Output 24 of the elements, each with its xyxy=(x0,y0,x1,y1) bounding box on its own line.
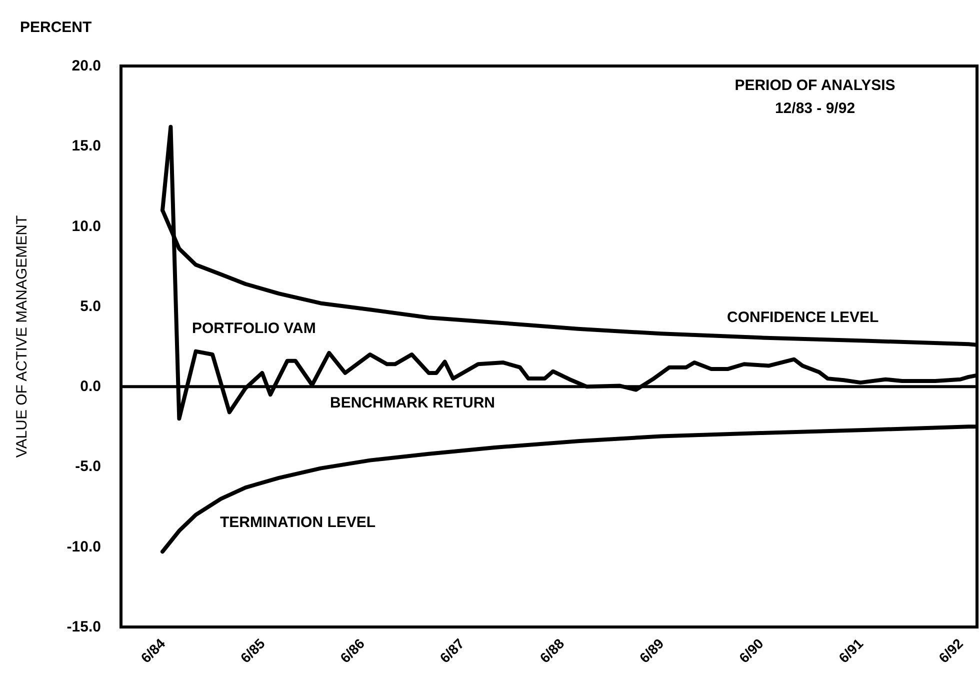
ref-line-label: BENCHMARK RETURN xyxy=(330,394,495,412)
x-tick-label: 6/90 xyxy=(736,635,767,666)
x-tick-label: 6/89 xyxy=(636,635,667,666)
x-tick-label: 6/85 xyxy=(237,635,268,666)
y-axis-title: VALUE OF ACTIVE MANAGEMENT xyxy=(14,215,30,458)
y-tick-label: 20.0 xyxy=(72,58,101,74)
x-tick-label: 6/88 xyxy=(536,635,568,666)
x-tick-label: 6/92 xyxy=(935,635,966,666)
y-tick-label: -15.0 xyxy=(66,618,101,636)
y-tick-label: 5.0 xyxy=(80,298,101,315)
annotation: PERIOD OF ANALYSIS xyxy=(734,77,896,94)
series-label: TERMINATION LEVEL xyxy=(220,514,376,531)
y-tick-label: 0.0 xyxy=(80,378,101,396)
annotation: 12/83 - 9/92 xyxy=(774,100,856,117)
y-tick-label: -10.0 xyxy=(66,538,101,556)
x-tick-label: 6/91 xyxy=(835,635,866,666)
series-label: PORTFOLIO VAM xyxy=(192,320,316,337)
text: PERCENT xyxy=(20,19,92,36)
series-label: CONFIDENCE LEVEL xyxy=(727,309,879,326)
y-tick-label: 10.0 xyxy=(72,218,101,235)
x-tick-label: 6/86 xyxy=(336,635,368,666)
y-tick-label: 15.0 xyxy=(72,138,101,155)
y-tick-label: -5.0 xyxy=(75,458,101,476)
x-tick-label: 6/84 xyxy=(138,635,168,666)
